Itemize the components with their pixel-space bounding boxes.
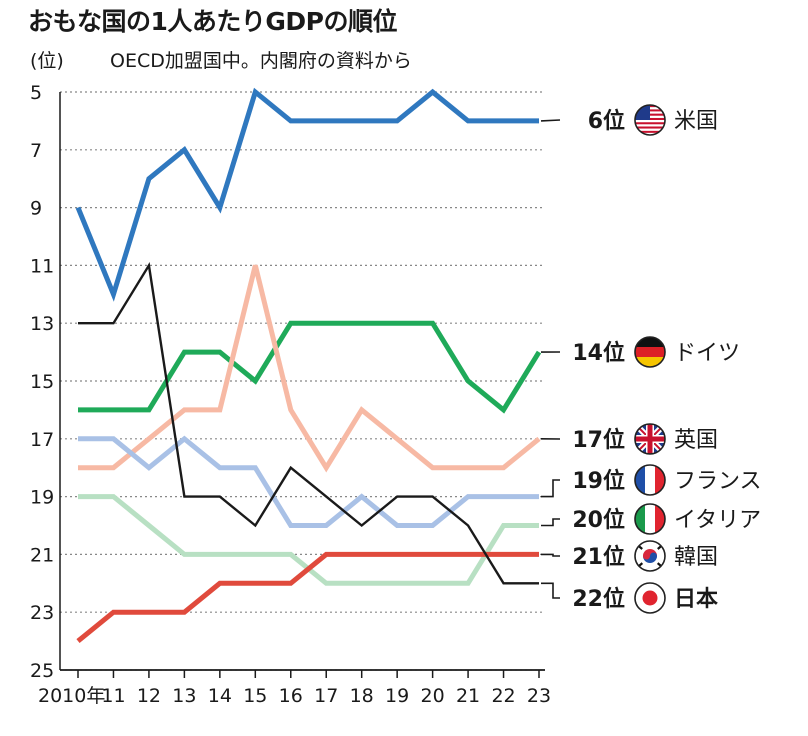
country-name: フランス [674,469,762,494]
leader-line-5 [541,553,560,557]
y-tick-label: 25 [30,660,54,682]
rank-label: 6位 [588,108,625,134]
rank-label: 22位 [572,586,625,612]
germany-flag-icon [634,336,666,368]
y-tick-label: 13 [30,313,54,335]
y-axis-unit: (位) [30,50,64,72]
x-tick-label: 2010年 [38,685,105,707]
x-tick-label: 13 [172,685,196,707]
y-tick-label: 21 [30,544,54,566]
y-tick-label: 7 [30,140,42,162]
grid-lines [60,91,545,671]
rank-label: 17位 [572,427,625,453]
x-tick-label: 18 [350,685,374,707]
series-line-3 [78,435,539,528]
us-flag-icon [634,104,666,136]
rank-label: 20位 [572,507,625,533]
series-line-6 [78,261,539,585]
x-tick-label: 11 [101,685,125,707]
x-tick-label: 23 [527,685,551,707]
x-tick-label: 17 [314,685,338,707]
x-tick-label: 15 [243,685,267,707]
y-tick-label: 19 [30,487,54,509]
leader-line-3 [541,479,560,498]
uk-flag-icon [634,423,666,455]
japan-flag-icon [634,582,666,614]
y-tick-label: 11 [30,255,54,277]
series-lines [75,87,542,644]
country-name: 日本 [674,587,718,612]
x-tick-label: 14 [208,685,232,707]
x-tick-label: 19 [385,685,409,707]
series-line-2 [78,264,541,473]
x-tick-label: 12 [137,685,161,707]
rank-label: 14位 [572,340,625,366]
x-tick-label: 20 [421,685,445,707]
x-tick-label: 16 [279,685,303,707]
country-name: 米国 [674,109,718,134]
rank-label: 21位 [572,544,625,570]
y-tick-label: 17 [30,429,54,451]
y-tick-label: 15 [30,371,54,393]
y-tick-label: 5 [30,82,42,104]
country-name: ドイツ [674,341,740,366]
x-tick-label: 21 [456,685,480,707]
series-line-5 [76,551,539,644]
leader-line-6 [541,582,560,599]
country-name: 英国 [674,428,718,453]
x-tick-label: 22 [491,685,515,707]
rank-label: 19位 [572,468,625,494]
korea-flag-icon [634,540,666,572]
country-name: 韓国 [674,545,718,570]
italy-flag-icon [634,503,666,535]
series-line-1 [78,320,542,414]
chart-subtitle: OECD加盟国中。内閣府の資料から [110,50,412,72]
leader-line-4 [541,518,560,527]
y-tick-label: 9 [30,198,42,220]
leader-line-0 [540,119,561,122]
country-name: イタリア [674,508,761,533]
end-labels: 6位 米国 14位 ドイツ 17位 英国 19位 フランス 20位 イタリア 21位 韓国 22位 日本 [540,104,762,614]
y-tick-label: 23 [30,602,54,624]
y-axis: 5 7 9 11 13 15 17 19 21 23 25 [30,82,61,682]
series-line-0 [75,87,539,302]
france-flag-icon [634,464,666,496]
chart-title: おもな国の1人あたりGDPの順位 [28,7,398,36]
